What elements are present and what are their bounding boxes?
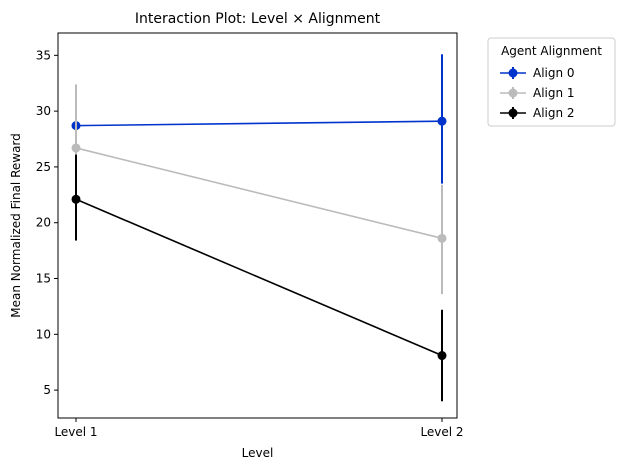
y-tick-label: 30: [36, 104, 51, 118]
series-align-2: [71, 154, 447, 402]
series-layer: [71, 54, 447, 402]
y-axis-label: Mean Normalized Final Reward: [9, 133, 23, 318]
plot-area: [57, 32, 458, 419]
chart-title: Interaction Plot: Level × Alignment: [135, 11, 381, 27]
series-line: [75, 120, 443, 127]
legend-title: Agent Alignment: [501, 44, 602, 58]
y-tick-label: 35: [36, 48, 51, 62]
legend-frame: [487, 37, 616, 127]
y-tick-label: 20: [36, 216, 51, 230]
data-point: [437, 116, 447, 126]
x-tick-label: Level 1: [54, 425, 97, 439]
legend-marker: [508, 108, 518, 118]
y-axis-ticks: 5 10 15 20 25 30 35: [36, 48, 58, 397]
legend-entry: Align 1: [500, 86, 575, 100]
legend-entry: Align 2: [500, 106, 575, 120]
data-point: [437, 351, 447, 361]
data-point: [437, 233, 447, 243]
series-align-0: [71, 54, 447, 184]
x-tick-label: Level 2: [420, 425, 463, 439]
series-line: [75, 147, 443, 240]
legend-label: Align 0: [533, 66, 575, 80]
y-tick-label: 15: [36, 272, 51, 286]
x-axis-label: Level: [242, 446, 274, 460]
y-tick-label: 25: [36, 160, 51, 174]
legend: Agent Alignment Align 0 Align 1 Align 2: [487, 37, 616, 127]
series-align-1: [71, 84, 447, 295]
legend-entries: Align 0 Align 1 Align 2: [500, 66, 575, 120]
data-point: [71, 143, 81, 153]
legend-entry: Align 0: [500, 66, 575, 80]
legend-marker: [508, 88, 518, 98]
data-point: [71, 194, 81, 204]
legend-label: Align 2: [533, 106, 575, 120]
series-line: [75, 198, 443, 357]
legend-label: Align 1: [533, 86, 575, 100]
y-tick-label: 5: [43, 383, 51, 397]
legend-marker: [508, 68, 518, 78]
x-axis-ticks: Level 1 Level 2: [54, 418, 464, 439]
y-tick-label: 10: [36, 327, 51, 341]
